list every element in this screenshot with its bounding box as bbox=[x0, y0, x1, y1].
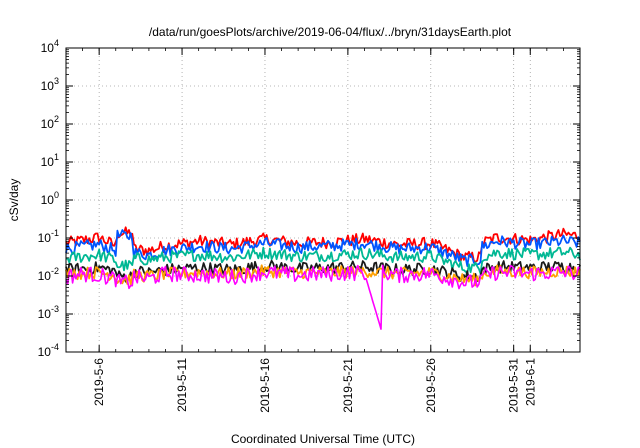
y-tick-label: 10-3 bbox=[38, 304, 59, 321]
x-tick-label: 2019-5-6 bbox=[92, 358, 106, 406]
y-tick-label: 101 bbox=[41, 152, 59, 169]
y-axis-label: cSv/day bbox=[7, 179, 21, 222]
x-tick-label: 2019-5-16 bbox=[258, 358, 272, 413]
x-tick-label: 2019-5-11 bbox=[175, 358, 189, 412]
series-line bbox=[65, 226, 581, 263]
x-axis-label: Coordinated Universal Time (UTC) bbox=[231, 432, 415, 446]
y-tick-label: 102 bbox=[41, 114, 59, 131]
x-tick-label: 2019-5-21 bbox=[341, 358, 355, 413]
y-tick-label: 100 bbox=[41, 190, 59, 207]
series-line bbox=[65, 264, 581, 330]
y-tick-label: 10-1 bbox=[38, 228, 59, 245]
y-tick-label: 104 bbox=[41, 38, 59, 55]
x-tick-label: 2019-6-1 bbox=[523, 358, 537, 406]
grid-lines bbox=[66, 48, 580, 352]
y-tick-label: 10-4 bbox=[38, 342, 59, 359]
x-tick-label: 2019-5-26 bbox=[424, 358, 438, 413]
chart-title: /data/run/goesPlots/archive/2019-06-04/f… bbox=[149, 25, 512, 39]
x-tick-label: 2019-5-31 bbox=[507, 358, 521, 413]
series-line bbox=[65, 246, 581, 275]
data-series bbox=[65, 226, 581, 330]
y-tick-label: 103 bbox=[41, 76, 59, 93]
y-tick-label: 10-2 bbox=[38, 266, 59, 283]
axis-ticks: 10-4 10-3 10-2 10-1 100 101 102 103 104 2019-5-6 2… bbox=[38, 38, 581, 413]
